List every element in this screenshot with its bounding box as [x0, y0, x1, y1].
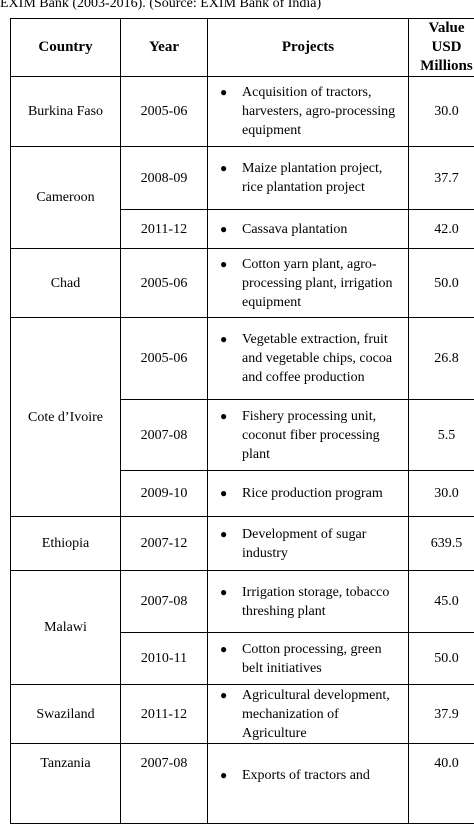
- project-cell: ● Vegetable extraction, fruit and vegetab…: [208, 318, 409, 400]
- country-cell: Cote d’Ivoire: [11, 318, 121, 517]
- bullet: ●: [220, 407, 227, 426]
- header-cell: Year: [121, 19, 208, 77]
- country-cell: Cameroon: [11, 147, 121, 249]
- country-cell: Malawi: [11, 571, 121, 685]
- value-cell: 639.5: [409, 517, 474, 571]
- year-cell: 2007-08: [121, 400, 208, 471]
- header-cell: Value USD Millions: [409, 19, 474, 77]
- bullet: ●: [220, 640, 227, 659]
- bullet: ●: [220, 583, 227, 602]
- page: EXIM Bank (2003-2016). (Source: EXIM Ban…: [0, 0, 474, 780]
- bullet: ●: [220, 484, 227, 503]
- project-text: Cotton yarn plant, agro-processing plant…: [242, 257, 392, 310]
- project-text: Development of sugar industry: [242, 527, 366, 561]
- year-cell: 2009-10: [121, 471, 208, 517]
- value-cell: 42.0: [409, 210, 474, 249]
- bullet: ●: [220, 255, 227, 274]
- value-cell: 37.7: [409, 147, 474, 210]
- bullet: ●: [220, 330, 227, 349]
- project-cell: ● Agricultural development, mechanization…: [208, 685, 409, 744]
- value-cell: 37.9: [409, 685, 474, 744]
- header-cell: Projects: [208, 19, 409, 77]
- project-text: Rice production program: [242, 486, 383, 501]
- caption: EXIM Bank (2003-2016). (Source: EXIM Ban…: [0, 0, 321, 12]
- year-cell: 2011-12: [121, 685, 208, 744]
- value-cell: 5.5: [409, 400, 474, 471]
- project-cell: ● Cassava plantation: [208, 210, 409, 249]
- header-cell: Country: [11, 19, 121, 77]
- project-text: Exports of tractors and: [242, 768, 370, 783]
- bullet: ●: [220, 686, 227, 705]
- value-cell: 45.0: [409, 571, 474, 633]
- bullet: ●: [220, 766, 227, 785]
- project-cell: ● Fishery processing unit, coconut fiber …: [208, 400, 409, 471]
- country-cell: Burkina Faso: [11, 77, 121, 147]
- year-cell: 2008-09: [121, 147, 208, 210]
- project-text: Cotton processing, green belt initiative…: [242, 642, 382, 676]
- country-cell: Swaziland: [11, 685, 121, 744]
- year-cell: 2007-08: [121, 571, 208, 633]
- project-cell: ● Acquisition of tractors, harvesters, ag…: [208, 77, 409, 147]
- value-cell: 50.0: [409, 249, 474, 318]
- year-cell: 2011-12: [121, 210, 208, 249]
- bullet: ●: [220, 525, 227, 544]
- country-cell: Chad: [11, 249, 121, 318]
- value-cell: 26.8: [409, 318, 474, 400]
- country-cell: Ethiopia: [11, 517, 121, 571]
- value-cell: 50.0: [409, 633, 474, 685]
- project-cell: ● Exports of tractors and: [208, 744, 409, 824]
- value-cell: 30.0: [409, 77, 474, 147]
- year-cell: 2005-06: [121, 318, 208, 400]
- project-cell: ● Irrigation storage, tobacco threshing p…: [208, 571, 409, 633]
- year-cell: 2005-06: [121, 77, 208, 147]
- project-text: Acquisition of tractors, harvesters, agr…: [242, 85, 395, 138]
- project-text: Fishery processing unit, coconut fiber p…: [242, 409, 380, 462]
- project-text: Cassava plantation: [242, 222, 347, 237]
- bullet: ●: [220, 159, 227, 178]
- year-cell: 2007-08: [121, 744, 208, 824]
- project-cell: ● Cotton yarn plant, agro-processing plan…: [208, 249, 409, 318]
- bullet: ●: [220, 83, 227, 102]
- project-text: Vegetable extraction, fruit and vegetabl…: [242, 332, 392, 385]
- country-cell: Tanzania: [11, 744, 121, 824]
- bullet: ●: [220, 220, 227, 239]
- project-cell: ● Rice production program: [208, 471, 409, 517]
- project-cell: ● Cotton processing, green belt initiativ…: [208, 633, 409, 685]
- project-text: Agricultural development, mechanization …: [242, 688, 390, 741]
- project-cell: ● Development of sugar industry: [208, 517, 409, 571]
- project-text: Maize plantation project, rice plantatio…: [242, 161, 382, 195]
- project-text: Irrigation storage, tobacco threshing pl…: [242, 585, 389, 619]
- value-cell: 30.0: [409, 471, 474, 517]
- project-cell: ● Maize plantation project, rice plantati…: [208, 147, 409, 210]
- value-cell: 40.0: [409, 744, 474, 824]
- year-cell: 2005-06: [121, 249, 208, 318]
- year-cell: 2010-11: [121, 633, 208, 685]
- year-cell: 2007-12: [121, 517, 208, 571]
